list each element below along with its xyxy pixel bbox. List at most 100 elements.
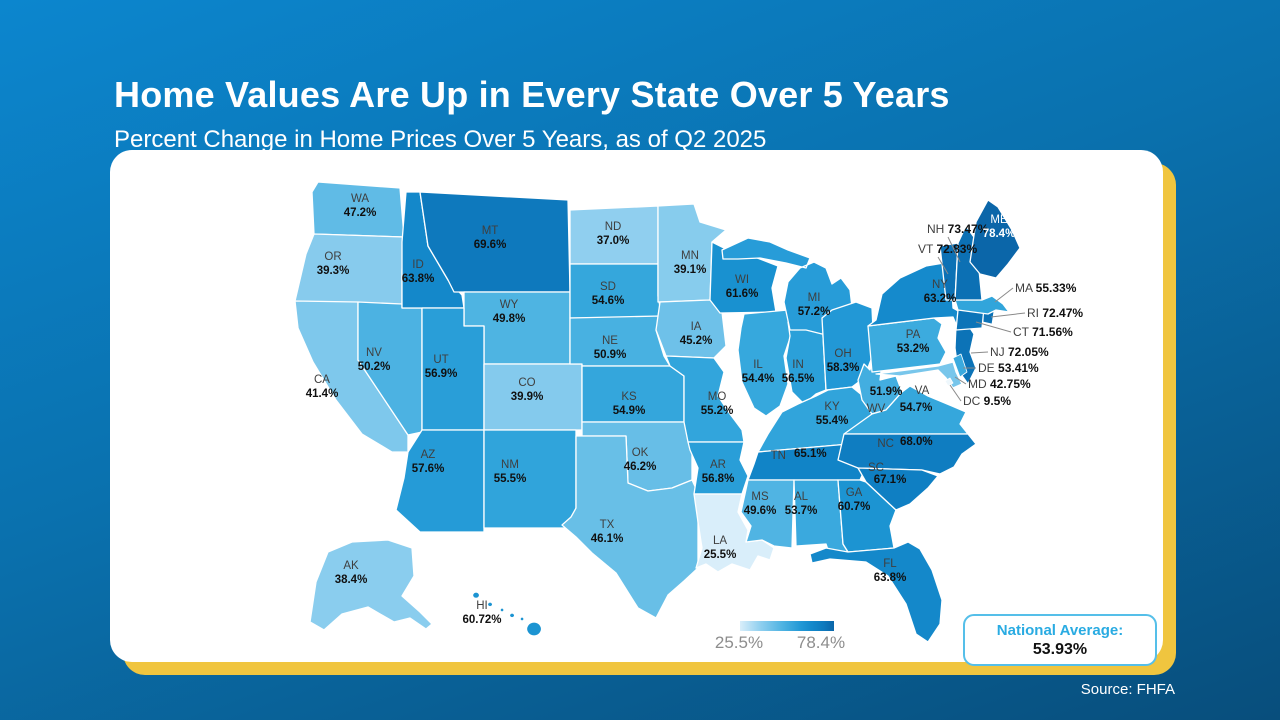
state-label-NV: NV bbox=[366, 347, 382, 359]
state-value-IN: 56.5% bbox=[782, 373, 815, 385]
state-value-IA: 45.2% bbox=[680, 335, 713, 347]
state-value-WA: 47.2% bbox=[344, 207, 377, 219]
state-label-RI: RI 72.47% bbox=[1027, 306, 1083, 320]
state-label-IA: IA bbox=[691, 321, 702, 333]
state-label-VT: VT 72.83% bbox=[918, 242, 977, 256]
state-value-HI: 60.72% bbox=[462, 614, 501, 626]
state-value-WV: 51.9% bbox=[870, 386, 903, 398]
state-value-OK: 46.2% bbox=[624, 461, 657, 473]
state-GA bbox=[837, 479, 897, 553]
state-MO bbox=[665, 355, 745, 443]
state-value-MO: 55.2% bbox=[701, 405, 734, 417]
state-AZ bbox=[395, 429, 485, 533]
state-value-SD: 54.6% bbox=[592, 295, 625, 307]
state-label-WY: WY bbox=[500, 299, 519, 311]
state-label-ID: ID bbox=[412, 259, 424, 271]
state-label-ND: ND bbox=[605, 221, 622, 233]
state-WV bbox=[857, 355, 903, 415]
state-label-CO: CO bbox=[518, 377, 535, 389]
state-label-DE: DE 53.41% bbox=[978, 361, 1039, 375]
state-IL bbox=[737, 309, 793, 417]
state-label-NE: NE bbox=[602, 335, 618, 347]
state-label-NM: NM bbox=[501, 459, 519, 471]
state-label-NJ: NJ 72.05% bbox=[990, 345, 1049, 359]
state-MD bbox=[875, 361, 963, 389]
state-label-MO: MO bbox=[708, 391, 727, 403]
state-label-HI: HI bbox=[476, 600, 488, 612]
state-label-AR: AR bbox=[710, 459, 726, 471]
state-label-MD: MD 42.75% bbox=[968, 377, 1031, 391]
state-label-GA: GA bbox=[846, 487, 863, 499]
state-LA bbox=[693, 493, 775, 573]
state-DE bbox=[952, 353, 968, 378]
state-label-IN: IN bbox=[792, 359, 804, 371]
state-SC bbox=[857, 467, 939, 511]
state-value-NM: 55.5% bbox=[494, 473, 527, 485]
state-value-AL: 53.7% bbox=[785, 505, 818, 517]
state-value-NV: 50.2% bbox=[358, 361, 391, 373]
state-label-KS: KS bbox=[621, 391, 637, 403]
state-label-NY: NY bbox=[932, 279, 948, 291]
state-label-SD: SD bbox=[600, 281, 616, 293]
state-DC bbox=[944, 377, 954, 387]
state-label-MA: MA 55.33% bbox=[1015, 281, 1077, 295]
state-PA bbox=[867, 317, 947, 373]
callout-line-NJ bbox=[970, 351, 989, 354]
state-HI bbox=[471, 591, 543, 637]
state-label-CT: CT 71.56% bbox=[1013, 325, 1073, 339]
state-value-NC: 68.0% bbox=[900, 436, 933, 448]
state-label-OH: OH bbox=[834, 348, 851, 360]
state-VA bbox=[843, 385, 969, 435]
state-value-SC: 67.1% bbox=[874, 474, 907, 486]
state-value-ID: 63.8% bbox=[402, 273, 435, 285]
national-average-value: 53.93% bbox=[1032, 640, 1088, 658]
state-value-CA: 41.4% bbox=[306, 388, 339, 400]
state-label-ME: ME bbox=[990, 214, 1008, 226]
state-value-WY: 49.8% bbox=[493, 313, 526, 325]
legend-gradient-bar bbox=[740, 621, 834, 631]
state-label-CA: CA bbox=[314, 374, 330, 386]
state-ME bbox=[969, 199, 1021, 279]
state-NC bbox=[837, 433, 977, 475]
state-MT bbox=[419, 191, 571, 293]
source-text: Source: FHFA bbox=[1080, 681, 1175, 698]
page-subtitle: Percent Change in Home Prices Over 5 Yea… bbox=[114, 125, 767, 153]
state-label-AZ: AZ bbox=[421, 449, 436, 461]
state-OR bbox=[294, 233, 405, 306]
state-label-WV: WV bbox=[867, 403, 886, 415]
state-label-TX: TX bbox=[600, 519, 615, 531]
us-choropleth-map: WA 47.2% OR 39.3% CA 41.4% NV 50.2% ID 63.8% MT 69.… bbox=[294, 181, 1083, 643]
state-value-UT: 56.9% bbox=[425, 368, 458, 380]
state-label-AK: AK bbox=[343, 560, 359, 572]
state-label-WI: WI bbox=[735, 274, 749, 286]
callout-line-RI bbox=[990, 312, 1026, 318]
legend-max-label: 78.4% bbox=[796, 633, 846, 652]
state-label-WA: WA bbox=[351, 193, 369, 205]
state-value-FL: 63.8% bbox=[874, 572, 907, 584]
state-label-MN: MN bbox=[681, 250, 699, 262]
state-value-IL: 54.4% bbox=[742, 373, 775, 385]
state-value-CO: 39.9% bbox=[511, 391, 544, 403]
state-value-VA: 54.7% bbox=[900, 402, 933, 414]
callout-line-DC bbox=[949, 384, 962, 402]
callout-line-NH bbox=[947, 236, 961, 263]
state-label-UT: UT bbox=[433, 354, 448, 366]
state-label-OR: OR bbox=[324, 251, 341, 263]
state-value-TN: 65.1% bbox=[794, 448, 827, 460]
callout-line-MA bbox=[994, 287, 1014, 303]
state-value-PA: 53.2% bbox=[897, 343, 930, 355]
state-value-ND: 37.0% bbox=[597, 235, 630, 247]
state-value-LA: 25.5% bbox=[704, 549, 737, 561]
state-value-WI: 61.6% bbox=[726, 288, 759, 300]
state-label-PA: PA bbox=[906, 329, 921, 341]
callout-line-CT bbox=[975, 321, 1012, 333]
state-TX bbox=[561, 435, 699, 619]
callout-line-MD bbox=[954, 376, 967, 385]
state-value-NE: 50.9% bbox=[594, 349, 627, 361]
state-value-MN: 39.1% bbox=[674, 264, 707, 276]
state-value-ME: 78.4% bbox=[983, 228, 1016, 240]
state-value-AK: 38.4% bbox=[335, 574, 368, 586]
legend-min-label: 25.5% bbox=[714, 633, 764, 652]
state-value-GA: 60.7% bbox=[838, 501, 871, 513]
state-MS bbox=[740, 479, 795, 549]
